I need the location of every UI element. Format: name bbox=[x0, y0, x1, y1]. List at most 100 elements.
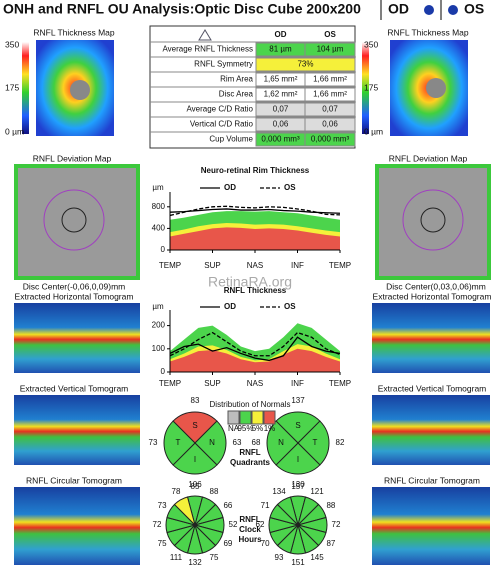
row-label: Rim Area bbox=[220, 75, 253, 84]
tomogram bbox=[372, 395, 490, 465]
cell bbox=[304, 102, 356, 117]
header-bg bbox=[0, 0, 497, 22]
column-header: OS bbox=[324, 30, 336, 39]
quadrant-letter: N bbox=[278, 438, 284, 447]
clock-value: 145 bbox=[310, 553, 324, 562]
cell bbox=[304, 117, 356, 132]
y-tick-label: 800 bbox=[152, 202, 166, 211]
tomogram bbox=[372, 303, 490, 373]
cell bbox=[304, 72, 356, 87]
map-title: RNFL Thickness Map bbox=[387, 27, 469, 37]
quadrant bbox=[172, 411, 218, 444]
series-line bbox=[169, 208, 341, 214]
tomogram-title: RNFL Circular Tomogram bbox=[384, 475, 480, 485]
row-label: Cup Volume bbox=[209, 135, 253, 144]
quadrant-letter: S bbox=[192, 421, 197, 430]
x-tick-label: SUP bbox=[204, 261, 220, 270]
clock-value: 72 bbox=[153, 520, 162, 529]
row-label: Vertical C/D Ratio bbox=[190, 120, 254, 129]
watermark: RetinaRA.org bbox=[208, 274, 292, 290]
ring bbox=[43, 189, 105, 251]
cell-value: 0,000 mm³ bbox=[261, 135, 300, 144]
chart-title: Neuro-retinal Rim Thickness bbox=[201, 166, 310, 175]
clock-value: 88 bbox=[326, 501, 335, 510]
row-label: RNFL Symmetry bbox=[194, 60, 253, 69]
legend-label: OS bbox=[284, 302, 296, 311]
tomogram-title: Extracted Horizontal Tomogram bbox=[15, 291, 134, 301]
clock-title: RNFL bbox=[239, 515, 260, 524]
legend-swatch bbox=[263, 410, 276, 425]
legend-label: 5% bbox=[252, 424, 264, 433]
quadrant-value: 83 bbox=[191, 396, 200, 405]
clock-value: 85 bbox=[191, 482, 200, 491]
deviation-title: RNFL Deviation Map bbox=[389, 153, 468, 163]
clock-value: 132 bbox=[188, 558, 202, 565]
clock-value: 78 bbox=[172, 487, 181, 496]
clock-value: 75 bbox=[158, 539, 167, 548]
cell-value: 0,07 bbox=[322, 105, 338, 114]
scale-label: 350 bbox=[5, 39, 19, 49]
y-axis-label: µm bbox=[152, 302, 164, 311]
clock-value: 75 bbox=[210, 553, 219, 562]
cell bbox=[304, 132, 356, 147]
x-tick-label: TEMP bbox=[159, 261, 181, 270]
cell-value: 104 µm bbox=[317, 45, 344, 54]
legend-swatch bbox=[239, 410, 252, 425]
row-label: Average RNFL Thickness bbox=[162, 45, 253, 54]
y-tick-label: 200 bbox=[152, 321, 166, 330]
series-line bbox=[169, 336, 341, 362]
tomogram-title: RNFL Circular Tomogram bbox=[26, 475, 122, 485]
deviation-map-os bbox=[375, 164, 491, 280]
y-tick-label: 100 bbox=[152, 344, 166, 353]
deviation-map-od bbox=[14, 164, 140, 280]
cell-value: 1,66 mm² bbox=[313, 75, 347, 84]
quadrant bbox=[275, 442, 321, 475]
header-title: ONH and RNFL OU Analysis:Optic Disc Cube… bbox=[3, 1, 361, 17]
quadrant-value: 63 bbox=[233, 438, 242, 447]
map-title: RNFL Thickness Map bbox=[33, 27, 115, 37]
ring bbox=[61, 207, 87, 233]
deviation-title: RNFL Deviation Map bbox=[33, 153, 112, 163]
legend-label: OD bbox=[224, 302, 236, 311]
tomogram bbox=[14, 487, 140, 565]
y-tick-label: 0 bbox=[161, 367, 166, 376]
clock-title: Clock bbox=[239, 525, 261, 534]
quadrant-value: 82 bbox=[336, 438, 345, 447]
x-tick-label: SUP bbox=[204, 379, 220, 388]
quadrant-letter: S bbox=[295, 421, 300, 430]
clock-value: 121 bbox=[310, 487, 324, 496]
tomogram bbox=[14, 395, 140, 465]
cell bbox=[304, 87, 356, 102]
clock-value: 73 bbox=[158, 501, 167, 510]
normal-band bbox=[170, 348, 340, 372]
cell-value: 81 µm bbox=[269, 45, 292, 54]
colorbar bbox=[362, 42, 369, 134]
quadrant-value: 137 bbox=[291, 396, 305, 405]
row-label: Disc Area bbox=[219, 90, 254, 99]
legend-title: Distribution of Normals bbox=[210, 400, 291, 409]
os-label: OS bbox=[464, 1, 484, 17]
scale-label: 350 bbox=[364, 39, 378, 49]
column-header: OD bbox=[275, 30, 287, 39]
scale-label: 175 bbox=[5, 82, 19, 92]
quadrant-letter: I bbox=[194, 455, 196, 464]
tomogram-title: Extracted Vertical Tomogram bbox=[20, 383, 129, 393]
tomogram-title: Extracted Horizontal Tomogram bbox=[373, 291, 492, 301]
clock-value: 70 bbox=[261, 539, 270, 548]
row-label: Average C/D Ratio bbox=[186, 105, 253, 114]
clock-value: 157 bbox=[291, 482, 305, 491]
y-tick-label: 400 bbox=[152, 224, 166, 233]
clock-value: 87 bbox=[326, 539, 335, 548]
os-dot bbox=[448, 5, 458, 15]
clock-value: 52 bbox=[229, 520, 238, 529]
clock-value: 111 bbox=[170, 553, 183, 562]
tomogram bbox=[372, 487, 490, 565]
od-dot bbox=[424, 5, 434, 15]
legend-label: 95% bbox=[237, 424, 253, 433]
legend-label: OD bbox=[224, 183, 236, 192]
x-tick-label: NAS bbox=[247, 379, 263, 388]
cell-value: 1,62 mm² bbox=[264, 90, 298, 99]
quadrant-value: 73 bbox=[149, 438, 158, 447]
clock-value: 71 bbox=[261, 501, 270, 510]
clock-value: 66 bbox=[223, 501, 232, 510]
